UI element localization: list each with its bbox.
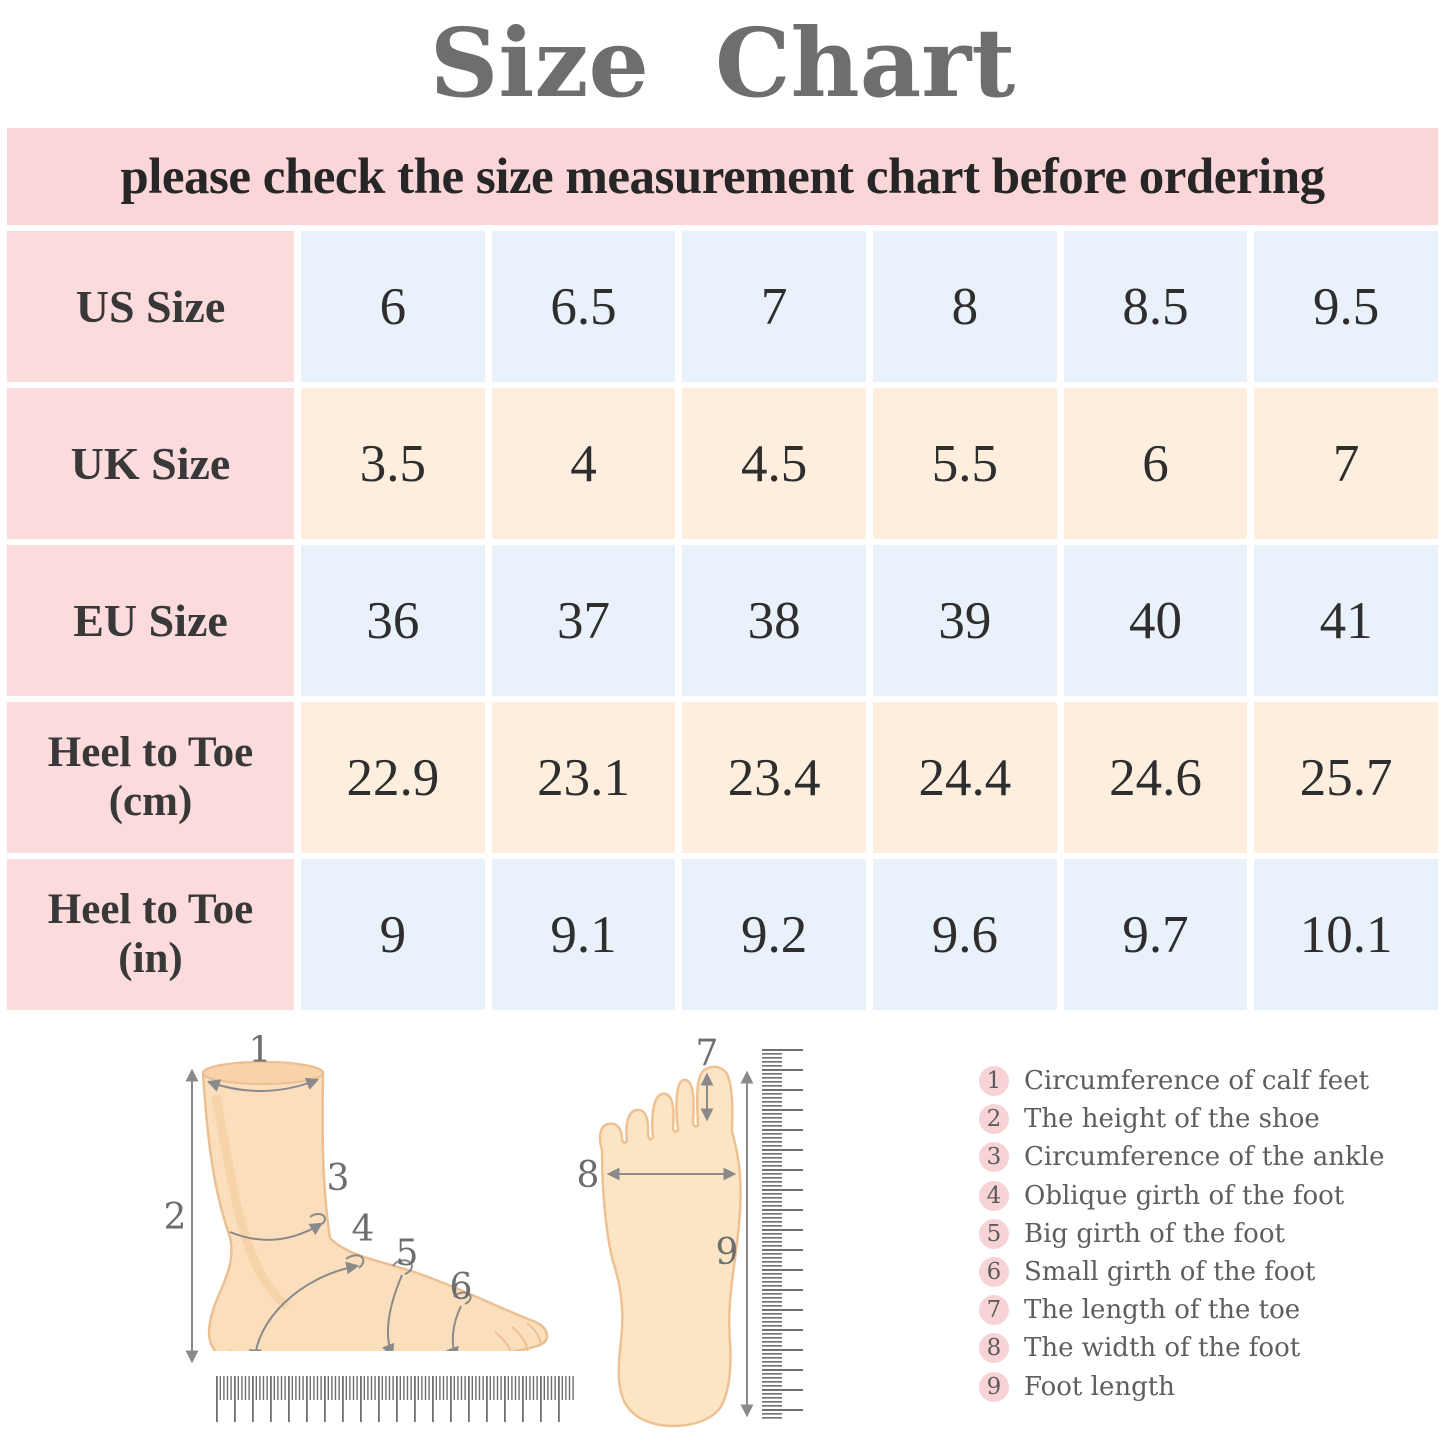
legend-item: 2 The height of the shoe bbox=[979, 1100, 1409, 1138]
table-cell-in-3: 9.6 bbox=[873, 859, 1057, 1010]
measure-label-2: 2 bbox=[164, 1197, 187, 1238]
legend-item: 6 Small girth of the foot bbox=[979, 1253, 1409, 1291]
legend-number-badge: 7 bbox=[979, 1295, 1009, 1326]
row-label-us-size: US Size bbox=[7, 231, 294, 382]
table-cell-eu-2: 38 bbox=[682, 545, 866, 696]
measure-label-4: 4 bbox=[352, 1209, 375, 1250]
table-cell-uk-3: 5.5 bbox=[873, 388, 1057, 539]
foot-top-illustration bbox=[598, 1065, 742, 1428]
legend-item-text: Big girth of the foot bbox=[1024, 1218, 1285, 1249]
table-cell-us-5: 9.5 bbox=[1254, 231, 1438, 382]
ruler-vertical bbox=[762, 1049, 803, 1421]
legend-number-badge: 1 bbox=[979, 1066, 1009, 1097]
label-line1: Heel to Toe bbox=[47, 886, 254, 934]
measurement-legend: 1 Circumference of calf feet 2 The heigh… bbox=[979, 1062, 1409, 1406]
legend-number-badge: 8 bbox=[979, 1333, 1009, 1364]
table-cell-us-0: 6 bbox=[301, 231, 485, 382]
legend-item: 1 Circumference of calf feet bbox=[979, 1062, 1409, 1100]
foot-measurement-diagram: 1 2 3 4 5 6 7 8 9 bbox=[164, 1035, 803, 1445]
legend-item-text: Foot length bbox=[1024, 1371, 1175, 1402]
oblique-arc-loop bbox=[345, 1254, 365, 1269]
table-cell-eu-1: 37 bbox=[491, 545, 676, 696]
legend-item-text: Small girth of the foot bbox=[1024, 1257, 1316, 1288]
big-girth-loop bbox=[392, 1259, 413, 1275]
foot-side-illustration bbox=[201, 1060, 549, 1367]
legend-item-text: The height of the shoe bbox=[1024, 1104, 1320, 1135]
legend-item-text: Circumference of the ankle bbox=[1024, 1142, 1385, 1173]
measure-label-9: 9 bbox=[716, 1232, 739, 1273]
legend-item-text: The width of the foot bbox=[1024, 1333, 1301, 1364]
table-cell-cm-2: 23.4 bbox=[682, 702, 866, 853]
notice-banner-text: please check the size measurement chart … bbox=[120, 148, 1325, 205]
legend-item: 4 Oblique girth of the foot bbox=[979, 1177, 1409, 1215]
legend-number-badge: 9 bbox=[979, 1371, 1009, 1402]
label-line2: (in) bbox=[118, 934, 183, 982]
table-cell-in-2: 9.2 bbox=[682, 859, 866, 1010]
table-cell-uk-1: 4 bbox=[491, 388, 676, 539]
legend-item: 7 The length of the toe bbox=[979, 1291, 1409, 1329]
oblique-girth-arc bbox=[248, 1261, 360, 1363]
ankle-arc-loop bbox=[309, 1212, 326, 1225]
legend-item: 3 Circumference of the ankle bbox=[979, 1138, 1409, 1176]
legend-number-badge: 3 bbox=[979, 1142, 1009, 1173]
table-cell-us-1: 6.5 bbox=[491, 231, 676, 382]
measure-label-5: 5 bbox=[396, 1233, 419, 1274]
legend-item-text: Circumference of calf feet bbox=[1024, 1066, 1370, 1097]
table-cell-cm-4: 24.6 bbox=[1063, 702, 1248, 853]
table-cell-cm-5: 25.7 bbox=[1254, 702, 1438, 853]
table-cell-eu-3: 39 bbox=[873, 545, 1057, 696]
legend-item-text: The length of the toe bbox=[1024, 1295, 1301, 1326]
table-cell-in-5: 10.1 bbox=[1254, 859, 1438, 1010]
table-cell-in-1: 9.1 bbox=[491, 859, 676, 1010]
page-title: Size Chart bbox=[429, 8, 1016, 119]
table-cell-cm-3: 24.4 bbox=[873, 702, 1057, 853]
calf-circumference-arc bbox=[206, 1077, 320, 1093]
table-cell-uk-5: 7 bbox=[1254, 388, 1438, 539]
size-table: US Size 6 6.5 7 8 8.5 9.5 UK Size 3.5 4 … bbox=[7, 231, 1438, 1010]
measure-label-7: 7 bbox=[696, 1035, 719, 1074]
measure-label-1: 1 bbox=[249, 1035, 272, 1071]
legend-number-badge: 2 bbox=[979, 1104, 1009, 1135]
table-cell-eu-5: 41 bbox=[1254, 545, 1438, 696]
table-cell-cm-0: 22.9 bbox=[301, 702, 485, 853]
table-cell-uk-0: 3.5 bbox=[301, 388, 485, 539]
big-girth-arc bbox=[382, 1274, 403, 1358]
table-cell-us-2: 7 bbox=[682, 231, 866, 382]
label-line1: Heel to Toe bbox=[47, 729, 254, 777]
row-label-uk-size: UK Size bbox=[7, 388, 294, 539]
ruler-horizontal bbox=[210, 1351, 580, 1445]
table-cell-in-0: 9 bbox=[301, 859, 485, 1010]
top-measurement-arrows bbox=[606, 1070, 754, 1418]
legend-number-badge: 5 bbox=[979, 1218, 1009, 1249]
measure-label-8: 8 bbox=[577, 1155, 600, 1196]
legend-number-badge: 6 bbox=[979, 1257, 1009, 1288]
notice-banner: please check the size measurement chart … bbox=[7, 128, 1438, 225]
table-cell-eu-0: 36 bbox=[301, 545, 485, 696]
row-label-eu-size: EU Size bbox=[7, 545, 294, 696]
table-cell-us-4: 8.5 bbox=[1063, 231, 1248, 382]
label-line2: (cm) bbox=[108, 777, 193, 825]
measure-label-3: 3 bbox=[327, 1158, 350, 1199]
legend-number-badge: 4 bbox=[979, 1180, 1009, 1211]
legend-item: 8 The width of the foot bbox=[979, 1329, 1409, 1367]
legend-item: 5 Big girth of the foot bbox=[979, 1215, 1409, 1253]
small-girth-loop bbox=[453, 1291, 472, 1305]
row-label-heel-to-toe-cm: Heel to Toe (cm) bbox=[7, 702, 294, 853]
table-cell-us-3: 8 bbox=[873, 231, 1057, 382]
legend-item: 9 Foot length bbox=[979, 1368, 1409, 1406]
measure-labels: 1 2 3 4 5 6 7 8 9 bbox=[164, 1035, 739, 1308]
row-label-heel-to-toe-in: Heel to Toe (in) bbox=[7, 859, 294, 1010]
table-cell-cm-1: 23.1 bbox=[491, 702, 676, 853]
table-cell-uk-4: 6 bbox=[1063, 388, 1248, 539]
legend-item-text: Oblique girth of the foot bbox=[1024, 1180, 1345, 1211]
measure-label-6: 6 bbox=[450, 1267, 473, 1308]
ankle-circumference-arc bbox=[229, 1222, 324, 1241]
side-measurement-arcs bbox=[185, 1068, 472, 1364]
table-cell-eu-4: 40 bbox=[1063, 545, 1248, 696]
table-cell-in-4: 9.7 bbox=[1063, 859, 1248, 1010]
table-cell-uk-2: 4.5 bbox=[682, 388, 866, 539]
